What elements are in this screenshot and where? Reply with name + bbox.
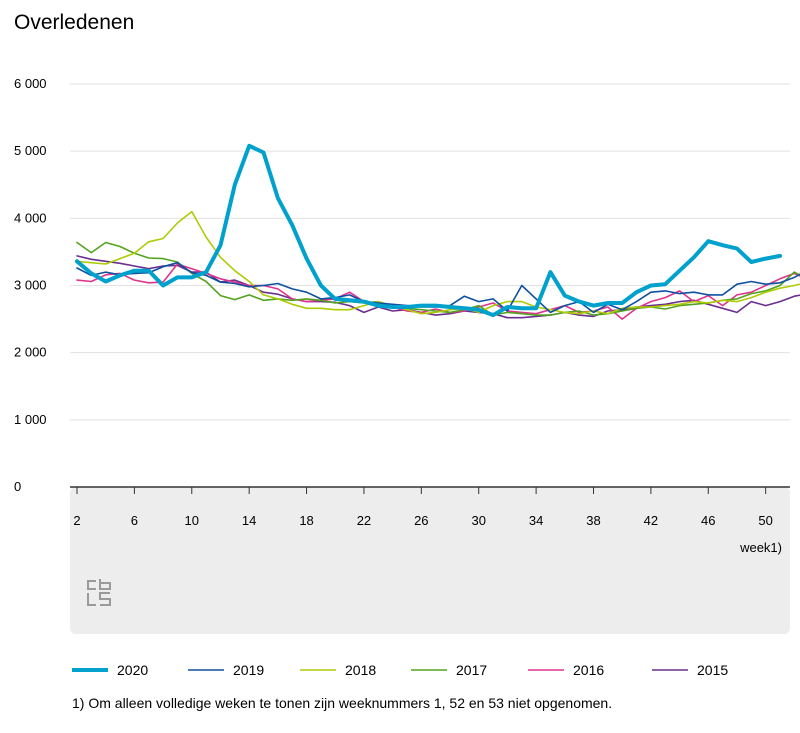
footnote: 1) Om alleen volledige weken te tonen zi… [72, 695, 612, 711]
series-2015 [76, 255, 800, 319]
x-tick-label: 10 [185, 513, 199, 528]
y-tick-label: 5 000 [14, 143, 47, 158]
x-tick-label: 38 [586, 513, 600, 528]
gridlines [70, 83, 790, 421]
legend-label-2017: 2017 [456, 662, 487, 678]
series-line-2015 [76, 255, 800, 319]
x-tick-label: 42 [644, 513, 658, 528]
x-tick-label: 14 [242, 513, 256, 528]
y-axis-ticks: 0 1 000 2 000 3 000 4 000 5 000 6 000 [14, 76, 47, 494]
legend-label-2015: 2015 [697, 662, 728, 678]
cbs-logo [87, 579, 111, 606]
series-lines [75, 143, 800, 320]
legend-label-2020: 2020 [117, 662, 148, 678]
x-tick-label: 22 [357, 513, 371, 528]
x-axis-label: week1) [739, 540, 782, 555]
x-tick-label: 50 [758, 513, 772, 528]
x-tick-label: 26 [414, 513, 428, 528]
series-line-2020 [75, 143, 782, 318]
x-tick-label: 30 [471, 513, 485, 528]
chart-title: Overledenen [14, 11, 134, 34]
y-tick-label: 4 000 [14, 210, 47, 225]
legend-label-2016: 2016 [573, 662, 604, 678]
legend-label-2019: 2019 [233, 662, 264, 678]
y-tick-label: 2 000 [14, 345, 47, 360]
x-axis-ticks: 2 6 10 14 18 22 26 30 34 38 42 46 50 [73, 487, 773, 528]
y-tick-label: 1 000 [14, 412, 47, 427]
y-tick-label: 0 [14, 479, 21, 494]
legend-label-2018: 2018 [345, 662, 376, 678]
x-axis-panel [70, 487, 790, 634]
x-tick-label: 18 [299, 513, 313, 528]
legend: 2020 2019 2018 2017 2016 2015 [72, 662, 728, 678]
x-tick-label: 2 [73, 513, 80, 528]
x-tick-label: 6 [131, 513, 138, 528]
x-tick-label: 34 [529, 513, 543, 528]
x-tick-label: 46 [701, 513, 715, 528]
y-tick-label: 6 000 [14, 76, 47, 91]
y-tick-label: 3 000 [14, 278, 47, 293]
series-line-2018 [76, 210, 800, 315]
series-2020 [75, 143, 782, 318]
series-2018 [76, 210, 800, 315]
